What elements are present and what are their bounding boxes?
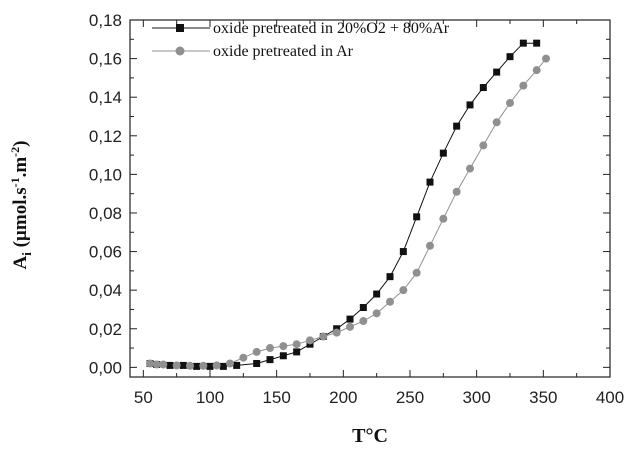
series-2-point	[426, 241, 434, 250]
series-2-point	[542, 54, 550, 63]
series-2-point	[279, 342, 288, 351]
x-axis-title: T°C	[352, 425, 388, 447]
series-2-point	[412, 268, 421, 277]
y-axis-title-sup2: -2	[8, 147, 22, 157]
series-1-point	[233, 361, 241, 369]
legend-item-series-1: oxide pretreated in 20%O2 + 80%Ar	[152, 20, 450, 37]
legend-label-series-2: oxide pretreated in Ar	[213, 43, 354, 60]
series-1-point	[293, 348, 301, 356]
series-2-point	[532, 66, 541, 75]
y-tick-label: 0,12	[89, 127, 122, 146]
legend-marker-series-1	[176, 24, 184, 32]
series-1-point	[166, 361, 174, 369]
series-2-point	[506, 98, 514, 107]
series-1-point	[253, 359, 261, 367]
y-axis-title-end: )	[10, 140, 31, 146]
series-2-point	[266, 344, 274, 353]
legend-label-series-1: oxide pretreated in 20%O2 + 80%Ar	[213, 20, 450, 37]
series-1-point	[439, 149, 447, 157]
series-2-point	[359, 317, 368, 326]
series-1-point	[493, 68, 501, 76]
series-2-point	[319, 332, 328, 341]
series-2-point	[372, 309, 381, 318]
series-1-point	[506, 53, 514, 61]
y-axis-title-rest: (µmol.s	[10, 187, 31, 252]
series-2-point	[479, 141, 488, 150]
y-tick-label: 0,04	[89, 281, 122, 300]
y-axis-title-sup1: -1	[8, 177, 22, 187]
x-tick-label: 350	[529, 388, 557, 407]
x-tick-label: 400	[596, 388, 624, 407]
series-1-point	[206, 362, 214, 370]
legend-marker-series-2	[175, 46, 185, 56]
series-markers	[146, 39, 550, 370]
series-2-point	[386, 297, 394, 306]
series-1-point	[193, 362, 201, 370]
y-tick-label: 0,10	[89, 165, 122, 184]
x-tick-label: 150	[262, 388, 290, 407]
y-tick-label: 0,18	[89, 11, 122, 30]
series-1-point	[413, 213, 421, 221]
series-1-point	[179, 361, 187, 369]
series-2-point	[152, 360, 161, 369]
series-2-point	[346, 322, 354, 331]
y-axis-title: Ai (µmol.s-1.m-2)	[8, 140, 34, 269]
series-1-point	[279, 352, 287, 360]
series-1-point	[386, 273, 394, 281]
series-1-line	[149, 42, 537, 367]
tick-labels: 50 100 150 200 250 300 350 400 0,00 0,02 0,04 0,06 0…	[89, 11, 624, 407]
series-1-point	[373, 290, 381, 298]
x-tick-label: 250	[396, 388, 424, 407]
series-1-point	[346, 315, 354, 323]
series-1-point	[266, 356, 274, 364]
series-1-point	[219, 362, 227, 370]
y-tick-label: 0,08	[89, 204, 122, 223]
y-tick-label: 0,14	[89, 88, 122, 107]
x-tick-label: 200	[329, 388, 357, 407]
series-2-point	[199, 361, 208, 370]
y-tick-label: 0,06	[89, 243, 122, 262]
y-tick-label: 0,00	[89, 358, 122, 377]
series-1-point	[479, 84, 487, 92]
series-2-point	[452, 187, 461, 196]
series-2-point	[492, 118, 501, 127]
series-2-point	[519, 81, 528, 90]
plot-frame	[129, 19, 611, 378]
series-1-point	[426, 178, 434, 186]
series-2-point	[172, 361, 181, 370]
y-axis-title-group: Ai (µmol.s-1.m-2)	[8, 140, 34, 269]
y-axis-title-main: A	[10, 256, 31, 270]
x-tick-label: 100	[196, 388, 224, 407]
series-2-point	[439, 214, 448, 223]
y-axis-title-sub: i	[19, 252, 34, 256]
series-1-point	[533, 39, 541, 47]
x-tick-label: 50	[134, 388, 153, 407]
series-2-point	[252, 347, 261, 356]
series-2-point	[332, 328, 341, 337]
series-2-point	[226, 359, 234, 368]
y-tick-label: 0,02	[89, 320, 122, 339]
series-1-point	[466, 101, 474, 109]
legend: oxide pretreated in 20%O2 + 80%Ar oxide …	[152, 20, 450, 60]
series-2-point	[146, 359, 154, 368]
series-1-point	[453, 122, 461, 130]
series-2-point	[239, 353, 248, 362]
series-2-point	[212, 361, 221, 370]
x-tick-label: 300	[462, 388, 490, 407]
series-1-point	[359, 304, 367, 312]
series-2-point	[292, 340, 301, 349]
series-2-point	[186, 361, 194, 370]
series-2-point	[306, 336, 314, 345]
series-1-point	[399, 248, 407, 256]
y-tick-label: 0,16	[89, 50, 122, 69]
series-2-point	[399, 286, 408, 295]
legend-item-series-2: oxide pretreated in Ar	[152, 43, 354, 60]
axis-ticks	[130, 19, 611, 377]
series-2-point	[159, 360, 168, 369]
y-axis-title-mid: .m	[10, 157, 31, 178]
series-1-point	[519, 39, 527, 47]
series-2-point	[466, 164, 474, 173]
